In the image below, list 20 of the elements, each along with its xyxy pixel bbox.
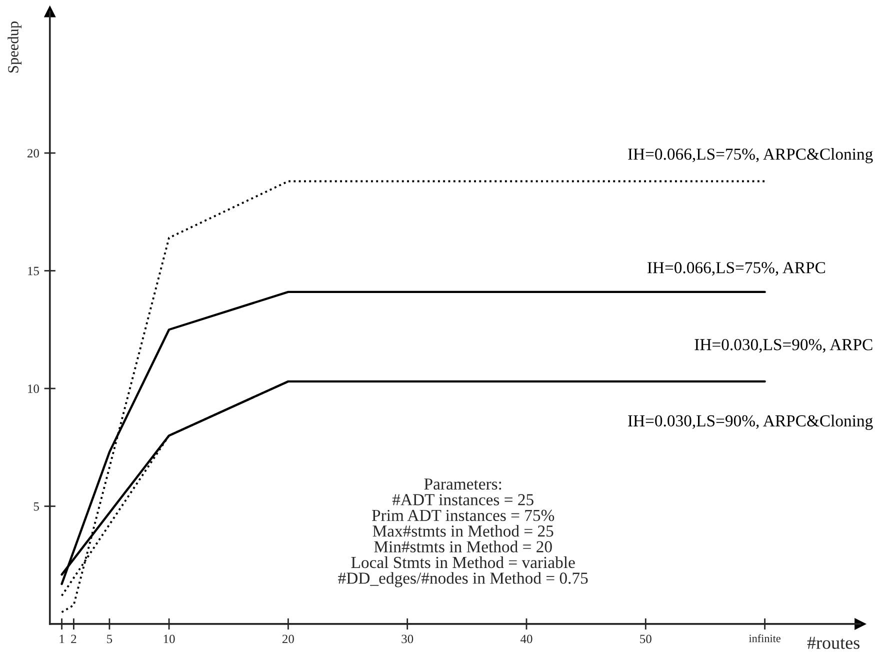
y-tick-label: 10 [28,384,39,393]
x-tick-label: 20 [282,634,294,644]
x-axis-title: #routes [807,636,860,649]
series-label: IH=0.030,LS=90%, ARPC [694,339,872,353]
x-tick-label: 10 [164,634,175,644]
x-tick-label: 30 [402,634,414,644]
x-tick-label: 40 [520,634,532,644]
y-tick-label: 5 [34,502,39,511]
x-tick-label: infinite [748,634,780,642]
y-tick-label: 20 [28,149,39,158]
x-tick-label: 50 [640,634,652,644]
y-tick-label: 15 [28,266,39,276]
series-label: IH=0.066,LS=75%, ARPC&Cloning [628,148,873,164]
y-axis-title: Speedup [8,22,22,73]
annotation: Parameters: #ADT instances = 25 Prim ADT instances = 75% Max#stmts in Method = 25 Min#stmts in Method = 20 Local Stmts in Method = variable #DD_edges/#nodes in Method = 0.75 [338,478,588,588]
x-tick-label: 1 [60,634,64,644]
x-tick-label: 2 [71,634,76,644]
series-label: IH=0.066,LS=75%, ARPC [648,262,825,276]
x-tick-label: 5 [107,634,112,644]
series-label: IH=0.030,LS=90%, ARPC&Cloning [628,414,873,430]
